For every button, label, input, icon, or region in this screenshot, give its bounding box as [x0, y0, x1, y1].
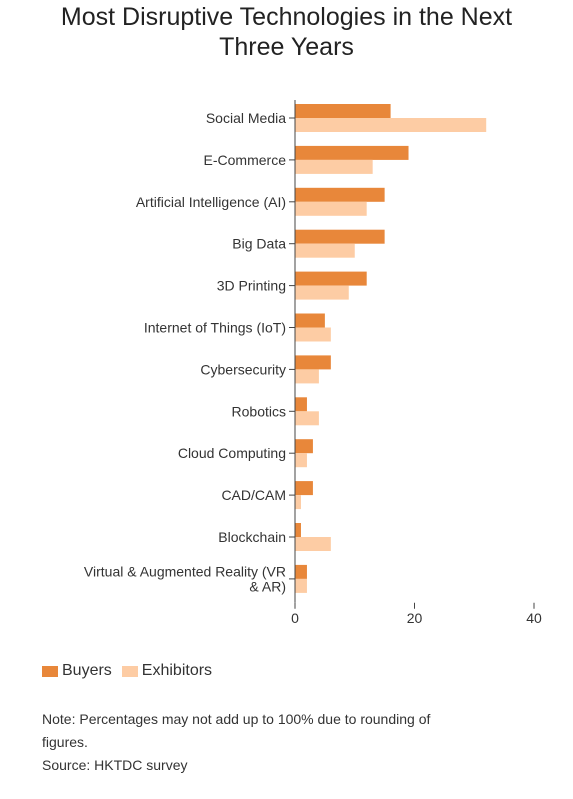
bar-exhibitors[interactable] [295, 537, 331, 551]
category-label: Social Media [206, 110, 286, 126]
chart-title: Most Disruptive Technologies in the Next… [0, 2, 573, 62]
bar-exhibitors[interactable] [295, 578, 307, 593]
category-label: Cybersecurity [200, 361, 286, 377]
category-label: CAD/CAM [221, 487, 286, 503]
legend-item-buyers[interactable]: Buyers [42, 662, 112, 680]
note-line-1: Note: Percentages may not add up to 100%… [42, 711, 431, 727]
bar-exhibitors[interactable] [295, 453, 307, 468]
bar-buyers[interactable] [295, 439, 313, 454]
bar-exhibitors[interactable] [295, 411, 319, 426]
x-tick-label: 0 [291, 610, 299, 626]
category-label: E-Commerce [204, 152, 287, 168]
bar-exhibitors[interactable] [295, 369, 319, 384]
source-line: Source: HKTDC survey [42, 757, 188, 773]
bar-buyers[interactable] [295, 564, 307, 579]
legend-swatch-exhibitors [121, 665, 138, 677]
bar-exhibitors[interactable] [295, 201, 367, 216]
legend-item-exhibitors[interactable]: Exhibitors [121, 662, 213, 680]
x-tick-label: 20 [407, 610, 423, 626]
note-line-2: figures. [42, 734, 88, 750]
bar-buyers[interactable] [295, 187, 385, 202]
category-label: Robotics [232, 403, 286, 419]
category-label: & AR) [249, 578, 286, 594]
bar-buyers[interactable] [295, 355, 331, 370]
bar-buyers[interactable] [295, 145, 409, 160]
category-label: Cloud Computing [178, 445, 286, 461]
bar-buyers[interactable] [295, 313, 325, 328]
legend-label-exhibitors: Exhibitors [141, 662, 213, 679]
category-label: 3D Printing [217, 278, 286, 294]
bar-exhibitors[interactable] [295, 285, 349, 300]
category-label: Internet of Things (IoT) [144, 320, 286, 336]
category-label: Big Data [232, 236, 286, 252]
bar-exhibitors[interactable] [295, 327, 331, 342]
x-tick-label: 40 [526, 610, 542, 626]
legend-swatch-buyers [42, 665, 58, 677]
bar-chart: Social Media E-Commerce Artificial Intelli… [84, 100, 542, 626]
legend: Buyers Exhibitors [42, 662, 222, 680]
legend-label-buyers: Buyers [62, 662, 112, 679]
bar-exhibitors[interactable] [295, 118, 487, 132]
chart-title-line-1: Most Disruptive Technologies in the Next [60, 3, 513, 31]
bar-buyers[interactable] [295, 397, 307, 412]
bar-buyers[interactable] [295, 104, 391, 118]
chart-title-line-2: Three Years [219, 33, 354, 61]
category-label: Artificial Intelligence (AI) [136, 194, 286, 210]
category-label: Blockchain [218, 529, 286, 545]
bar-buyers[interactable] [295, 481, 313, 496]
bar-buyers[interactable] [295, 271, 367, 286]
bar-exhibitors[interactable] [295, 159, 373, 174]
footnote: Note: Percentages may not add up to 100%… [42, 708, 542, 777]
bar-exhibitors[interactable] [295, 495, 301, 510]
bar-buyers[interactable] [295, 523, 301, 537]
bar-buyers[interactable] [295, 229, 385, 244]
category-label: Virtual & Augmented Reality (VR [84, 563, 286, 579]
bar-exhibitors[interactable] [295, 243, 355, 258]
